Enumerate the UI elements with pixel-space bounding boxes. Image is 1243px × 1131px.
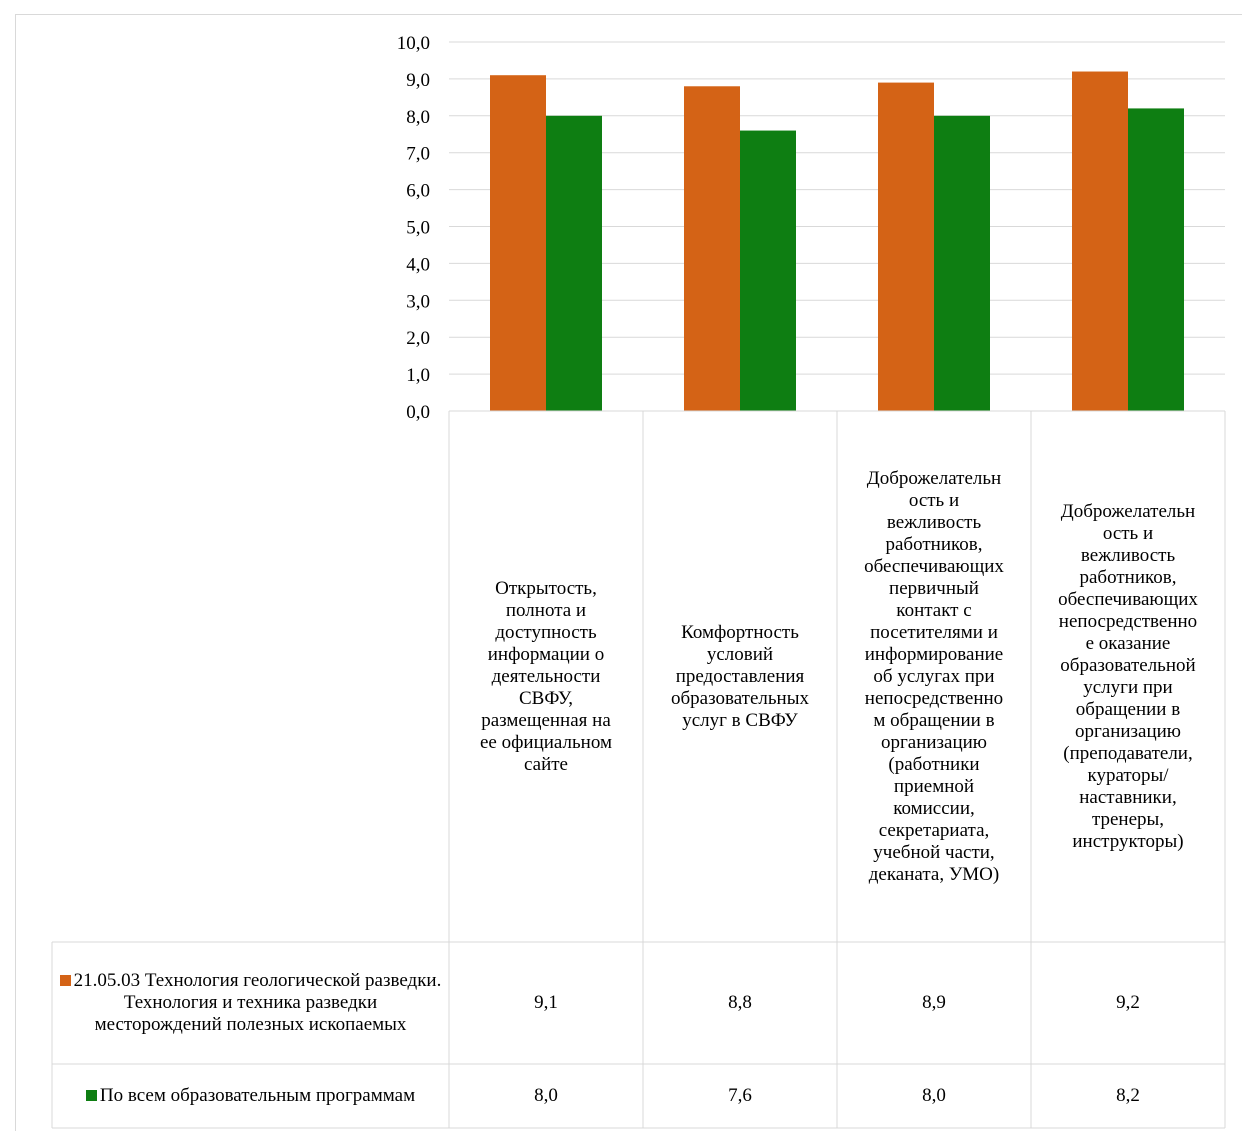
data-value-cell: 9,2 (1116, 992, 1140, 1013)
data-value-cell: 8,2 (1116, 1085, 1140, 1106)
data-value-cell: 8,0 (534, 1085, 558, 1106)
y-tick-label: 9,0 (406, 70, 430, 91)
category-label-text: Открытость, полнота и доступность информ… (479, 578, 612, 775)
data-value-cell: 8,8 (728, 992, 752, 1013)
category-label: Комфортность условий предоставления обра… (643, 412, 837, 942)
bar-all-programs (934, 115, 990, 412)
category-label-text: Комфортность условий предоставления обра… (671, 622, 809, 731)
y-tick-label: 10,0 (397, 33, 430, 54)
legend-entry: По всем образовательным программам (52, 1064, 449, 1128)
legend-entry: 21.05.03 Технология геологической развед… (52, 942, 449, 1064)
y-tick-label: 1,0 (406, 365, 430, 386)
y-tick-label: 2,0 (406, 328, 430, 349)
bar-program (490, 75, 546, 412)
category-label: Доброжелательн ость и вежливость работни… (837, 412, 1031, 942)
y-tick-label: 0,0 (406, 402, 430, 423)
category-label-text: Доброжелательн ость и вежливость работни… (864, 468, 1004, 885)
bar-program (1072, 71, 1128, 412)
bar-program (684, 86, 740, 411)
legend-entry-content: По всем образовательным программам (85, 1085, 416, 1107)
data-value-cell: 7,6 (728, 1085, 752, 1106)
y-tick-label: 3,0 (406, 291, 430, 312)
data-value-cell: 9,1 (534, 992, 558, 1013)
legend-entry-content: 21.05.03 Технология геологической развед… (58, 970, 443, 1036)
legend-swatch (85, 1090, 97, 1101)
chart-frame (15, 14, 1242, 1131)
bar-all-programs (1128, 108, 1184, 412)
bar-all-programs (546, 115, 602, 412)
legend-label: 21.05.03 Технология геологической развед… (73, 970, 442, 1035)
y-tick-label: 8,0 (406, 107, 430, 128)
legend-swatch (59, 975, 71, 986)
bar-all-programs (740, 130, 796, 411)
y-tick-label: 6,0 (406, 181, 430, 202)
legend-label: По всем образовательным программам (99, 1085, 416, 1106)
y-tick-label: 4,0 (406, 254, 430, 275)
category-label: Открытость, полнота и доступность информ… (449, 412, 643, 942)
data-value-cell: 8,0 (922, 1085, 946, 1106)
category-label: Доброжелательн ость и вежливость работни… (1031, 412, 1225, 942)
y-tick-label: 5,0 (406, 218, 430, 239)
data-value-cell: 8,9 (922, 992, 946, 1013)
y-tick-label: 7,0 (406, 144, 430, 165)
category-label-text: Доброжелательн ость и вежливость работни… (1058, 501, 1198, 852)
bar-program (878, 82, 934, 411)
